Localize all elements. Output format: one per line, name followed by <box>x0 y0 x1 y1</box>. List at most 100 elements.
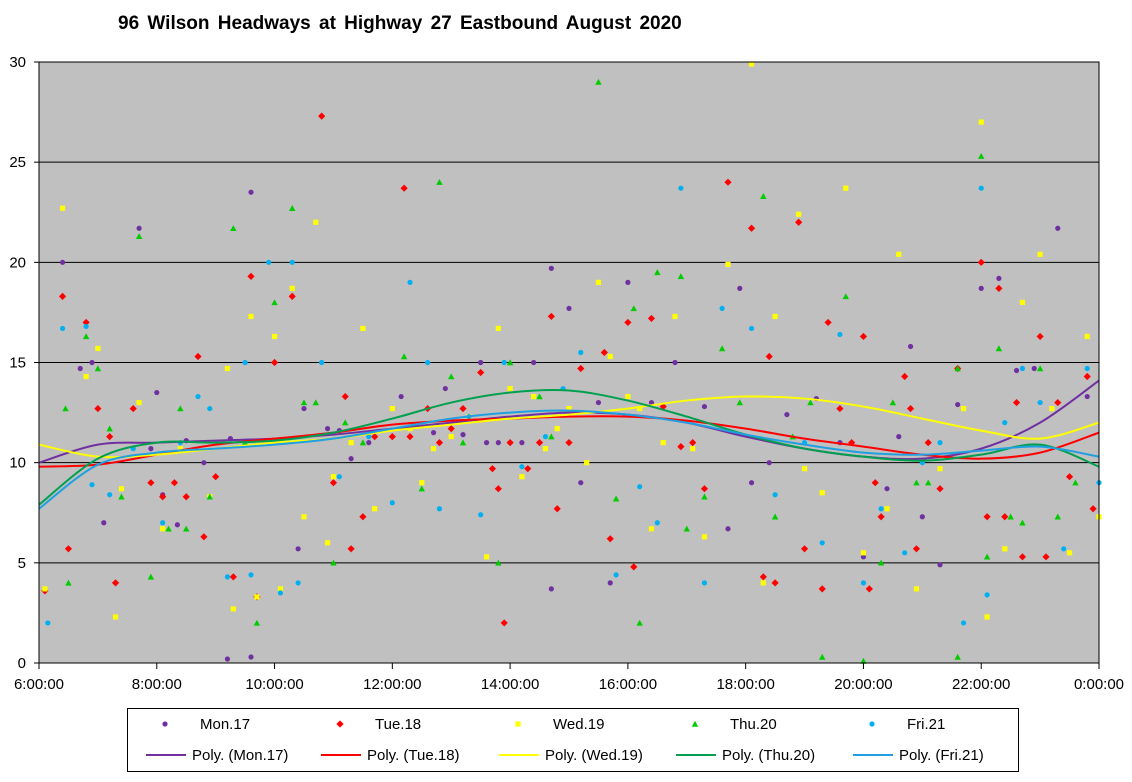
data-point <box>553 505 561 513</box>
legend-item: Thu.20 <box>688 713 777 735</box>
data-point <box>407 279 413 285</box>
data-point <box>206 493 213 500</box>
data-point <box>519 464 525 470</box>
data-point <box>595 78 602 85</box>
data-point <box>277 590 284 596</box>
data-point <box>483 440 490 446</box>
data-point <box>630 305 637 312</box>
data-point <box>313 219 319 225</box>
data-point <box>248 572 254 578</box>
data-point <box>495 440 501 446</box>
data-point <box>348 456 354 462</box>
data-point <box>819 653 826 660</box>
data-point <box>672 313 678 320</box>
legend-item: Mon.17 <box>158 713 250 735</box>
data-point <box>937 562 943 568</box>
data-point <box>701 534 708 540</box>
data-point <box>536 393 543 400</box>
data-point <box>106 433 114 441</box>
data-point <box>347 545 355 553</box>
data-point <box>248 654 254 660</box>
legend-marker-shape <box>869 721 875 727</box>
legend-item: Poly. (Wed.19) <box>499 744 643 766</box>
data-point <box>689 439 697 447</box>
data-point <box>547 312 555 321</box>
x-tick-label: 16:00:00 <box>599 676 657 693</box>
data-point <box>937 440 943 446</box>
data-point <box>289 205 296 211</box>
data-point <box>224 365 231 372</box>
data-point <box>995 284 1003 292</box>
data-point <box>400 184 408 192</box>
data-point <box>913 479 920 486</box>
data-point <box>430 446 437 452</box>
data-point <box>800 545 809 553</box>
data-point <box>1084 393 1090 400</box>
data-point <box>336 474 342 480</box>
data-point <box>819 540 825 546</box>
x-tick-label: 0:00:00 <box>1074 676 1124 693</box>
data-point <box>848 439 856 447</box>
data-point <box>425 359 431 366</box>
data-point <box>701 580 708 586</box>
data-point <box>277 586 284 592</box>
data-point <box>625 279 631 285</box>
data-point <box>859 332 868 341</box>
data-point <box>1013 367 1020 374</box>
series-Wed.19 <box>42 61 1102 620</box>
data-point <box>1083 372 1091 381</box>
data-point <box>637 484 643 490</box>
data-point <box>45 620 51 626</box>
data-point <box>495 559 502 566</box>
trendline-Poly. (Mon.17) <box>38 379 1100 464</box>
data-point <box>106 425 113 432</box>
data-point <box>600 348 608 357</box>
data-point <box>912 545 921 553</box>
data-point <box>430 430 437 436</box>
data-point <box>737 285 743 291</box>
data-point <box>62 405 69 412</box>
y-tick-label: 10 <box>9 455 26 472</box>
data-point <box>182 493 190 501</box>
data-point <box>796 211 802 217</box>
data-point <box>1037 399 1043 406</box>
data-point <box>818 585 826 593</box>
data-point <box>578 349 584 356</box>
data-point <box>359 439 367 446</box>
data-point <box>330 559 337 566</box>
tick-labels: 0 5 10 15 20 25 30 6:00:00 8:00:00 10:00:00 12:00:… <box>9 54 1124 693</box>
data-point <box>183 525 190 532</box>
data-point <box>960 620 967 626</box>
data-point <box>578 480 584 486</box>
data-point <box>659 402 667 411</box>
data-point <box>170 479 179 487</box>
data-point <box>771 579 779 587</box>
series-Tue.18 <box>41 112 1097 627</box>
trendlines <box>38 379 1100 510</box>
data-point <box>748 480 755 486</box>
data-point <box>701 403 708 410</box>
data-point <box>924 439 932 447</box>
data-point <box>177 405 184 412</box>
data-point <box>678 185 684 191</box>
data-point <box>324 540 331 546</box>
data-point <box>760 193 767 199</box>
legend-marker <box>158 717 172 731</box>
data-point <box>59 259 66 265</box>
data-point <box>718 345 726 352</box>
legend-item: Poly. (Fri.21) <box>853 744 984 766</box>
data-point <box>200 533 208 541</box>
data-point <box>1036 365 1044 372</box>
x-tick-label: 14:00:00 <box>481 676 539 693</box>
legend-marker-shape <box>336 720 344 728</box>
y-tick-label: 20 <box>9 254 26 271</box>
data-point <box>843 185 849 191</box>
x-tick-label: 8:00:00 <box>132 676 182 693</box>
axes <box>34 61 1100 669</box>
data-point <box>389 500 395 506</box>
data-point <box>254 594 260 600</box>
data-point <box>913 586 920 592</box>
data-point <box>954 653 961 660</box>
legend-marker <box>511 717 525 731</box>
data-point <box>554 426 560 432</box>
